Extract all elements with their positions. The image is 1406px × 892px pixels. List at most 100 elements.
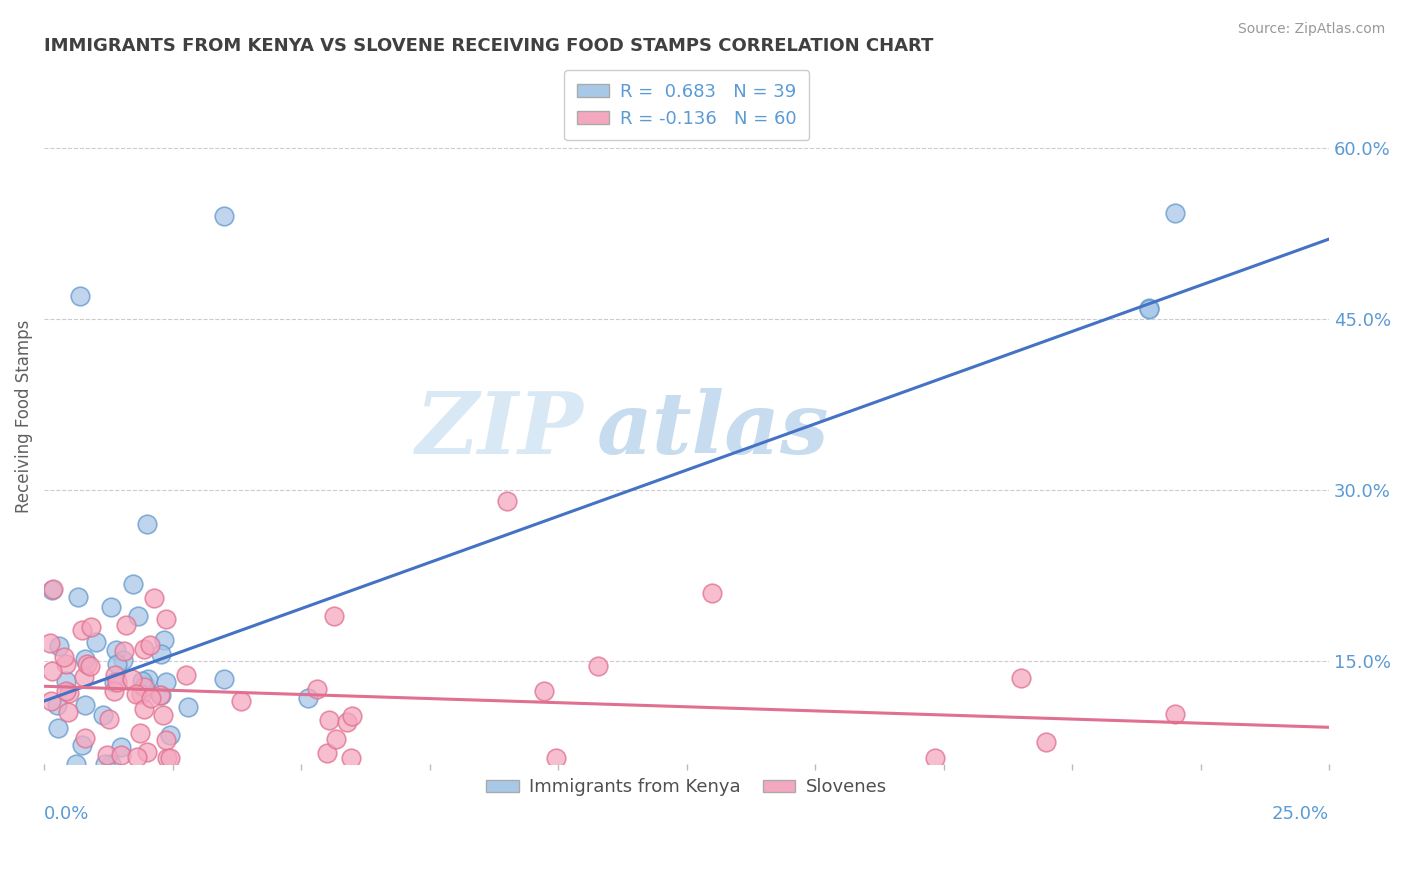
Point: [66, 591, 89, 605]
Y-axis label: Receiving Food Stamps: Receiving Food Stamps: [15, 319, 32, 513]
Point: [132, 641, 155, 656]
Point: [159, 728, 181, 742]
Point: [132, 680, 155, 694]
Point: [73, 670, 96, 684]
Point: [132, 702, 155, 716]
Point: [155, 675, 177, 690]
Point: [46, 721, 69, 735]
Point: [48, 639, 70, 653]
Point: [340, 751, 363, 765]
Point: [91, 708, 114, 723]
Point: [177, 699, 200, 714]
Point: [1164, 706, 1187, 721]
Point: [159, 751, 181, 765]
Point: [104, 667, 127, 681]
Point: [156, 751, 179, 765]
Point: [1137, 301, 1160, 316]
Point: [110, 739, 132, 754]
Point: [38, 636, 60, 650]
Point: [1010, 671, 1032, 685]
Text: 25.0%: 25.0%: [1272, 805, 1329, 823]
Text: 0.0%: 0.0%: [44, 805, 90, 823]
Point: [149, 688, 172, 702]
Point: [323, 609, 346, 624]
Point: [39, 694, 62, 708]
Point: [127, 608, 149, 623]
Point: [318, 713, 340, 727]
Point: [325, 731, 347, 746]
Point: [155, 732, 177, 747]
Point: [55, 674, 77, 689]
Point: [152, 708, 174, 723]
Point: [105, 674, 128, 689]
Point: [125, 687, 148, 701]
Point: [924, 751, 946, 765]
Point: [150, 688, 173, 702]
Point: [73, 652, 96, 666]
Point: [98, 712, 121, 726]
Point: [340, 709, 363, 723]
Point: [112, 653, 135, 667]
Point: [128, 726, 150, 740]
Text: atlas: atlas: [596, 388, 830, 472]
Point: [112, 644, 135, 658]
Point: [58, 705, 80, 719]
Point: [75, 698, 97, 712]
Point: [139, 691, 162, 706]
Point: [702, 585, 724, 599]
Point: [316, 747, 339, 761]
Point: [229, 694, 252, 708]
Point: [586, 659, 609, 673]
Point: [335, 714, 357, 729]
Point: [42, 582, 65, 597]
Point: [212, 672, 235, 686]
Point: [121, 673, 143, 687]
Point: [103, 683, 125, 698]
Point: [41, 583, 63, 598]
Point: [52, 650, 75, 665]
Point: [94, 756, 117, 771]
Point: [100, 756, 122, 771]
Point: [84, 635, 107, 649]
Point: [58, 686, 80, 700]
Point: [153, 632, 176, 647]
Text: Source: ZipAtlas.com: Source: ZipAtlas.com: [1237, 22, 1385, 37]
Point: [1035, 734, 1057, 748]
Point: [73, 731, 96, 745]
Point: [134, 677, 156, 691]
Point: [104, 642, 127, 657]
Point: [1137, 301, 1160, 315]
Point: [546, 751, 568, 765]
Point: [72, 738, 94, 752]
Point: [46, 698, 69, 712]
Point: [79, 620, 101, 634]
Point: [103, 675, 125, 690]
Point: [131, 673, 153, 688]
Point: [138, 673, 160, 687]
Point: [139, 638, 162, 652]
Point: [105, 657, 128, 671]
Point: [76, 657, 98, 671]
Point: [115, 618, 138, 632]
Legend: Immigrants from Kenya, Slovenes: Immigrants from Kenya, Slovenes: [479, 771, 894, 804]
Point: [1164, 206, 1187, 220]
Point: [129, 687, 152, 701]
Point: [70, 623, 93, 637]
Point: [100, 600, 122, 615]
Point: [297, 690, 319, 705]
Point: [55, 657, 77, 671]
Point: [125, 750, 148, 764]
Point: [65, 756, 87, 771]
Text: ZIP: ZIP: [416, 388, 583, 472]
Point: [79, 658, 101, 673]
Point: [122, 577, 145, 591]
Point: [96, 747, 118, 762]
Point: [135, 746, 157, 760]
Point: [495, 494, 517, 508]
Point: [305, 681, 328, 696]
Point: [533, 684, 555, 698]
Point: [110, 747, 132, 762]
Text: IMMIGRANTS FROM KENYA VS SLOVENE RECEIVING FOOD STAMPS CORRELATION CHART: IMMIGRANTS FROM KENYA VS SLOVENE RECEIVI…: [44, 37, 934, 55]
Point: [135, 517, 157, 532]
Point: [174, 668, 197, 682]
